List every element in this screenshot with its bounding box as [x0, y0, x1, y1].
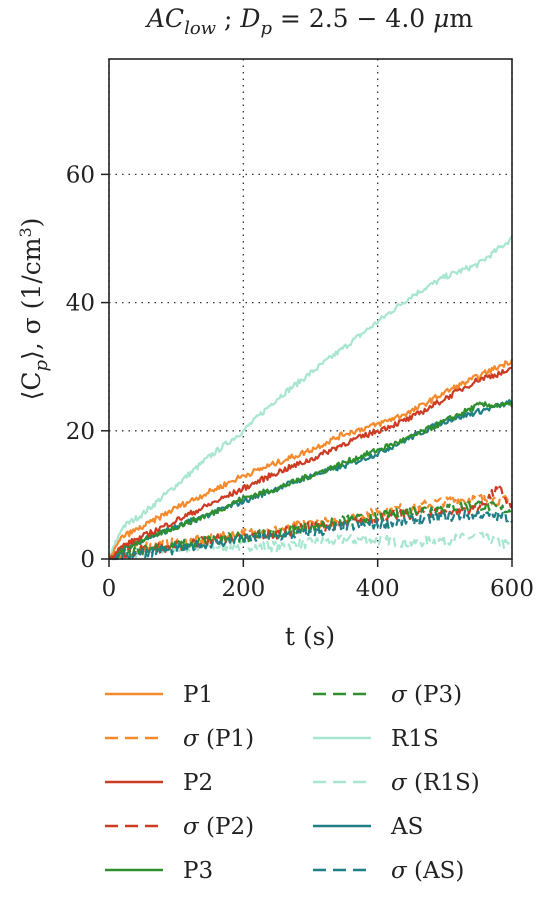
legend-label: AS	[390, 814, 423, 840]
y-label-superscript: 3	[16, 227, 35, 237]
legend-label-text: (R1S)	[407, 770, 480, 796]
y-tick-label: 40	[66, 291, 95, 317]
title-dp-subscript: p	[260, 18, 272, 39]
legend-label: σ (P3)	[391, 682, 462, 708]
series-line--as-	[108, 509, 514, 561]
y-tick-label: 60	[66, 162, 95, 188]
legend-label-sigma: σ	[391, 858, 408, 884]
legend-label-text: (P3)	[407, 682, 462, 708]
y-label-subscript: p	[31, 360, 52, 372]
series-line-p2	[108, 366, 513, 560]
legend-label-sigma: σ	[391, 770, 408, 796]
ticks: 0 200 400 600 0 20 40 60	[66, 162, 534, 602]
title-range: = 2.5 − 4.0	[272, 4, 433, 33]
legend-label-text: (P1)	[199, 726, 254, 752]
title-mu: μ	[433, 4, 449, 33]
chart-title: AClow ; Dp = 2.5 − 4.0 μm	[145, 4, 474, 39]
plot-frame	[108, 58, 513, 560]
title-main-subscript: low	[184, 18, 217, 39]
series-line--p2-	[108, 482, 513, 560]
legend-label-text: (P2)	[199, 814, 254, 840]
y-label-part: ⟩, σ (1/cm	[17, 237, 46, 360]
series-line-r1s	[107, 235, 513, 560]
legend: P1 σ (P1) P2 σ (P2) P3 σ (P3) R1S σ (R1S) AS σ (A…	[105, 682, 480, 884]
x-tick-label: 200	[221, 576, 265, 602]
legend-label: σ (P1)	[183, 726, 254, 752]
series-line-as	[108, 399, 513, 560]
y-label-part: )	[17, 218, 46, 228]
legend-label-sigma: σ	[391, 682, 408, 708]
title-separator: ;	[216, 4, 240, 33]
legend-label: σ (P2)	[183, 814, 254, 840]
title-unit: m	[449, 4, 473, 33]
x-tick-label: 600	[490, 576, 534, 602]
legend-label: P2	[183, 770, 213, 796]
legend-label: P1	[183, 682, 213, 708]
legend-label: σ (R1S)	[391, 770, 480, 796]
x-tick-label: 0	[102, 576, 117, 602]
x-tick-label: 400	[356, 576, 400, 602]
legend-label: σ (AS)	[391, 858, 464, 884]
y-axis-label: ⟨Cp⟩, σ (1/cm3)	[16, 218, 52, 401]
plot-lines	[107, 235, 514, 561]
legend-label-sigma: σ	[183, 726, 200, 752]
legend-label: R1S	[391, 726, 439, 752]
grid	[108, 59, 513, 559]
y-label-part: ⟨C	[17, 372, 46, 401]
x-axis-label: t (s)	[285, 622, 335, 651]
title-dp: D	[239, 4, 260, 33]
series-line-p3	[108, 401, 514, 560]
series-line--r1s-	[108, 531, 513, 561]
y-tick-label: 0	[80, 547, 95, 573]
legend-label: P3	[183, 858, 213, 884]
legend-label-sigma: σ	[183, 814, 200, 840]
y-tick-label: 20	[66, 419, 95, 445]
series-line-p1	[108, 358, 514, 560]
legend-label-text: (AS)	[407, 858, 465, 884]
title-main: AC	[145, 4, 184, 33]
